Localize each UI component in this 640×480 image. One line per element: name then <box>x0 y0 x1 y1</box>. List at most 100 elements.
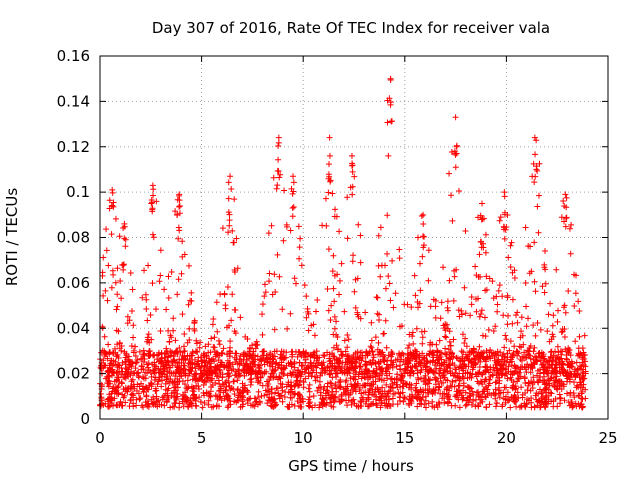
data-point <box>126 359 133 366</box>
data-point <box>215 337 222 344</box>
data-point <box>291 275 298 282</box>
data-point <box>205 397 212 404</box>
data-point <box>314 297 321 304</box>
data-point <box>191 326 198 333</box>
data-point <box>272 389 279 396</box>
data-point <box>328 302 335 309</box>
data-point <box>128 378 135 385</box>
data-point <box>259 382 266 389</box>
data-point <box>430 357 437 364</box>
data-point <box>283 383 290 390</box>
data-point <box>265 230 272 237</box>
data-point <box>181 251 188 258</box>
data-point <box>423 404 430 411</box>
data-point <box>512 383 519 390</box>
data-point <box>570 403 577 410</box>
data-point <box>294 377 301 384</box>
data-point <box>331 298 338 305</box>
data-point <box>98 365 105 372</box>
data-point <box>549 331 556 338</box>
data-point <box>219 225 226 232</box>
data-point <box>530 322 537 329</box>
data-point <box>557 348 564 355</box>
data-point <box>579 375 586 382</box>
data-point <box>104 368 111 375</box>
data-point <box>251 395 258 402</box>
data-point <box>429 351 436 358</box>
data-point <box>417 360 424 367</box>
data-point <box>109 350 116 357</box>
data-point <box>142 399 149 406</box>
data-point <box>266 376 273 383</box>
data-point <box>136 396 143 403</box>
data-point <box>550 312 557 319</box>
data-point <box>526 352 533 359</box>
data-point <box>557 395 564 402</box>
data-point <box>354 275 361 282</box>
data-point <box>352 369 359 376</box>
data-point <box>275 156 282 163</box>
data-point <box>209 321 216 328</box>
data-point <box>149 206 156 213</box>
data-point <box>298 395 305 402</box>
data-point <box>320 400 327 407</box>
data-point <box>550 397 557 404</box>
data-point <box>355 221 362 228</box>
data-point <box>561 334 568 341</box>
data-point <box>455 374 462 381</box>
data-point <box>425 277 432 284</box>
data-point <box>181 381 188 388</box>
data-point <box>418 375 425 382</box>
data-point <box>513 312 520 319</box>
data-point <box>374 294 381 301</box>
data-point <box>384 390 391 397</box>
data-point <box>533 354 540 361</box>
data-point <box>446 277 453 284</box>
data-point <box>269 291 276 298</box>
data-point <box>150 400 157 407</box>
data-point <box>562 369 569 376</box>
data-point <box>146 352 153 359</box>
data-point <box>128 307 135 314</box>
data-point <box>518 357 525 364</box>
data-point <box>505 363 512 370</box>
data-point <box>145 403 152 410</box>
data-point <box>572 290 579 297</box>
data-point <box>336 355 343 362</box>
data-point <box>271 326 278 333</box>
data-point <box>542 404 549 411</box>
data-point <box>532 392 539 399</box>
data-point <box>132 359 139 366</box>
data-point <box>114 291 121 298</box>
data-point <box>226 348 233 355</box>
data-point <box>381 357 388 364</box>
data-point <box>175 276 182 283</box>
data-point <box>393 375 400 382</box>
data-point <box>118 371 125 378</box>
data-point <box>412 348 419 355</box>
data-point <box>274 251 281 258</box>
data-point <box>385 393 392 400</box>
y-tick-label: 0.12 <box>57 138 90 156</box>
data-point <box>109 189 116 196</box>
data-point <box>236 389 243 396</box>
data-point <box>144 317 151 324</box>
data-point <box>325 246 332 253</box>
data-point <box>339 369 346 376</box>
data-point <box>385 352 392 359</box>
data-point <box>303 366 310 373</box>
data-point <box>408 386 415 393</box>
data-point <box>577 379 584 386</box>
data-point <box>152 306 159 313</box>
data-point <box>455 188 462 195</box>
data-point <box>115 361 122 368</box>
data-point <box>479 398 486 405</box>
data-point <box>143 306 150 313</box>
data-point <box>226 222 233 229</box>
data-point <box>479 332 486 339</box>
data-point <box>156 374 163 381</box>
data-point <box>433 375 440 382</box>
data-point <box>293 378 300 385</box>
data-point <box>419 334 426 341</box>
data-point <box>185 403 192 410</box>
